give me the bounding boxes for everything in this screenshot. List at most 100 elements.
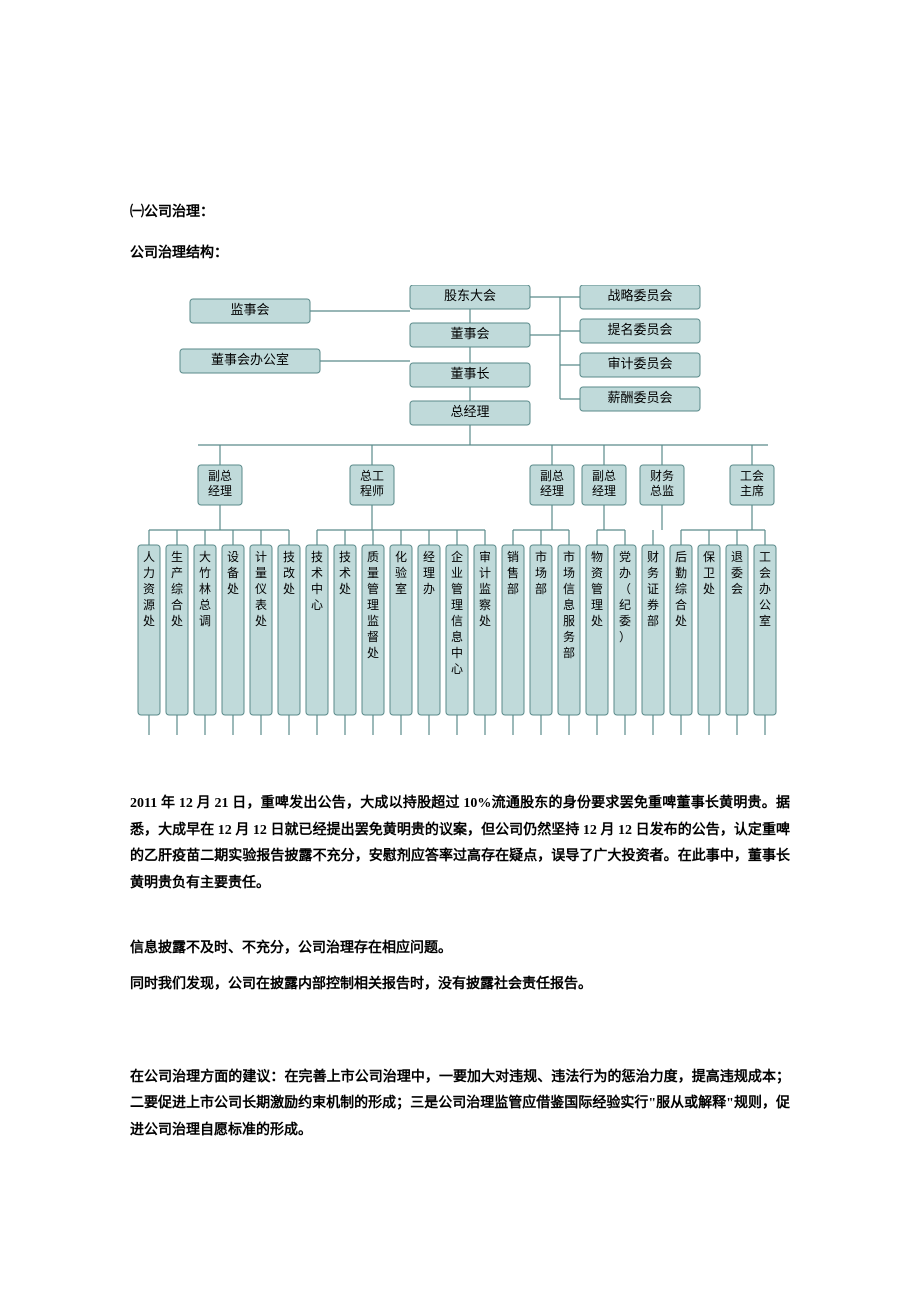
dept-node: 术 [339, 566, 351, 580]
dept-node: 处 [171, 614, 183, 628]
dept-node: 退 [731, 550, 743, 564]
dept-node: 息 [563, 597, 575, 612]
dept-node: 心 [451, 662, 463, 676]
node-committee-3: 薪酬委员会 [607, 390, 672, 405]
dept-node: 场 [535, 566, 547, 580]
dept-node: 场 [563, 566, 575, 580]
dept-node: 部 [563, 645, 575, 660]
node-supervisory: 监事会 [230, 302, 269, 317]
dept-node: 竹 [199, 566, 211, 580]
dept-node: 表 [255, 598, 267, 612]
dept-node: 改 [283, 566, 295, 580]
dept-node: 售 [507, 565, 519, 580]
dept-node: 委 [619, 614, 631, 628]
dept-node: 部 [507, 581, 519, 596]
dept-node: 财 [647, 550, 659, 564]
dept-node: 大 [199, 550, 211, 564]
dept-node: 市 [563, 549, 575, 564]
node-committee-2: 审计委员会 [607, 356, 672, 371]
dept-node: 林 [199, 582, 211, 596]
dept-node: 验 [395, 565, 407, 580]
dept-node: 办 [759, 581, 771, 596]
manager-node: 工会 [740, 469, 764, 483]
node-chairman: 董事长 [450, 366, 489, 381]
dept-node: 信 [563, 582, 575, 596]
dept-node: 监 [367, 614, 379, 628]
dept-node: 室 [759, 613, 771, 628]
dept-node: （ [619, 582, 631, 596]
dept-node: 室 [395, 581, 407, 596]
dept-node: 信 [451, 614, 463, 628]
dept-node: 处 [479, 614, 491, 628]
dept-node: 经 [423, 550, 435, 564]
p4-lead: 在公司治理方面的建议： [130, 1070, 284, 1085]
dept-node: 业 [451, 566, 463, 580]
dept-node: 设 [227, 550, 239, 564]
dept-node: 公 [759, 598, 771, 612]
dept-node: 技 [339, 550, 351, 564]
dept-node: 督 [367, 629, 379, 644]
manager-node: 总监 [650, 484, 674, 498]
dept-node: 力 [143, 566, 155, 580]
dept-node: 会 [759, 566, 771, 580]
dept-node: 处 [283, 582, 295, 596]
manager-node: 财务 [650, 468, 674, 483]
org-chart: 股东大会 监事会 董事会 董事会办公室 董事长 总经理 战略委员会 提名委员会 … [130, 285, 790, 755]
dept-node: 审 [479, 549, 491, 564]
dept-node: 量 [255, 566, 267, 580]
structure-heading: 公司治理结构： [130, 241, 790, 268]
dept-node: 党 [619, 549, 631, 564]
dept-node: 处 [367, 646, 379, 660]
dept-node: 合 [675, 597, 687, 612]
manager-node: 副总 [208, 469, 232, 483]
node-board: 董事会 [450, 326, 489, 341]
dept-node: 证 [647, 582, 659, 596]
dept-node: 术 [311, 566, 323, 580]
dept-node: 总 [199, 598, 211, 612]
dept-node: 服 [563, 614, 575, 628]
dept-node: 管 [367, 581, 379, 596]
dept-node: 中 [311, 581, 323, 596]
dept-node: 券 [647, 597, 659, 612]
dept-node: 化 [395, 550, 407, 564]
dept-node: 纪 [619, 598, 631, 612]
node-committee-0: 战略委员会 [607, 288, 672, 303]
dept-node: 理 [451, 598, 463, 612]
dept-node: 量 [367, 566, 379, 580]
node-board-office: 董事会办公室 [211, 352, 289, 367]
dept-node: 销 [507, 550, 519, 564]
dept-node: 勤 [675, 566, 687, 580]
dept-node: 合 [171, 597, 183, 612]
manager-node: 总工 [360, 469, 384, 483]
manager-node: 经理 [208, 484, 232, 498]
dept-node: 计 [479, 566, 491, 580]
dept-node: 中 [451, 645, 463, 660]
dept-node: 管 [451, 581, 463, 596]
manager-node: 副总 [592, 469, 616, 483]
dept-node: 处 [143, 614, 155, 628]
dept-node: 卫 [703, 566, 715, 580]
paragraph-4: 在公司治理方面的建议：在完善上市公司治理中，一要加大对违规、违法行为的惩治力度，… [130, 1065, 790, 1145]
dept-node: ） [619, 630, 631, 644]
dept-node: 务 [647, 565, 659, 580]
dept-node: 部 [535, 581, 547, 596]
dept-node: 人 [143, 550, 155, 564]
dept-node: 工 [759, 550, 771, 564]
dept-node: 息 [451, 629, 463, 644]
dept-node: 监 [479, 582, 491, 596]
manager-node: 副总 [540, 469, 564, 483]
dept-node: 保 [703, 550, 715, 564]
dept-node: 资 [143, 582, 155, 596]
paragraph-3: 同时我们发现，公司在披露内部控制相关报告时，没有披露社会责任报告。 [130, 972, 790, 999]
dept-node: 理 [367, 598, 379, 612]
dept-node: 部 [647, 613, 659, 628]
dept-node: 心 [311, 598, 323, 612]
paragraph-2: 信息披露不及时、不充分，公司治理存在相应问题。 [130, 936, 790, 963]
dept-node: 计 [255, 550, 267, 564]
dept-node: 物 [591, 550, 603, 564]
dept-node: 处 [591, 614, 603, 628]
dept-node: 办 [423, 581, 435, 596]
node-gm: 总经理 [450, 404, 489, 419]
manager-node: 主席 [740, 483, 764, 498]
section-heading: ㈠公司治理： [130, 200, 790, 227]
